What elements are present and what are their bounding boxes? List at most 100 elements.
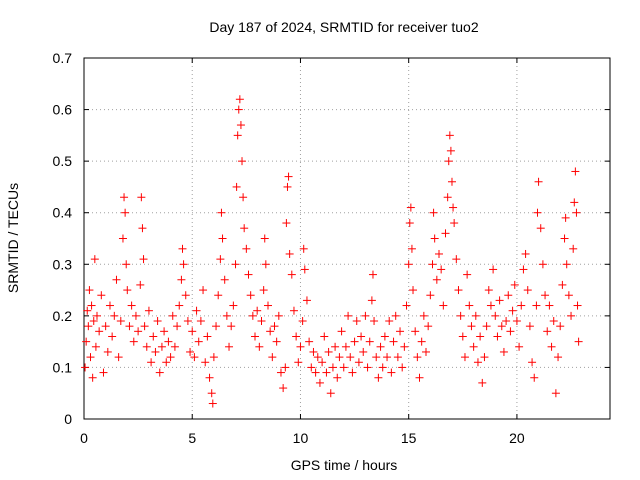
data-point [194,337,203,346]
data-point [83,306,92,315]
data-point [558,280,567,289]
data-points [81,95,583,408]
data-point [554,353,563,362]
data-point [574,337,583,346]
data-point [268,353,277,362]
data-point [365,337,374,346]
data-point [385,317,394,326]
data-point [454,286,463,295]
data-point [437,265,446,274]
data-point [216,255,225,264]
data-point [429,208,438,217]
data-point [357,332,366,341]
data-point [160,327,169,336]
data-point [562,260,571,269]
data-point [446,146,455,155]
data-point [476,332,485,341]
data-point [350,337,359,346]
data-point [285,249,294,258]
data-point [465,301,474,310]
data-point [289,306,298,315]
data-point [164,337,173,346]
data-point [261,260,270,269]
data-point [255,342,264,351]
data-point [407,244,416,253]
data-point [307,363,316,372]
data-point [551,389,560,398]
data-point [234,105,243,114]
data-point [315,378,324,387]
data-point [108,332,117,341]
y-tick-label: 0.3 [53,256,73,272]
data-point [134,327,143,336]
data-point [270,322,279,331]
data-point [251,332,260,341]
data-point [292,332,301,341]
data-point [352,317,361,326]
data-point [521,249,530,258]
data-point [523,286,532,295]
data-point [561,213,570,222]
data-point [246,291,255,300]
data-point [294,358,303,367]
data-point [391,311,400,320]
data-point [502,317,511,326]
data-point [337,327,346,336]
data-point [120,193,129,202]
data-point [229,301,238,310]
data-point [85,286,94,295]
data-point [212,322,221,331]
chart-title: Day 187 of 2024, SRMTID for receiver tuo… [209,19,478,35]
data-point [284,172,293,181]
data-point [463,270,472,279]
data-point [127,301,136,310]
data-point [300,265,309,274]
data-point [372,353,381,362]
data-point [471,311,480,320]
data-point [405,219,414,228]
data-point [214,291,223,300]
data-point [328,363,337,372]
y-tick-label: 0.7 [53,50,73,66]
data-point [341,342,350,351]
data-point [533,208,542,217]
data-point [560,234,569,243]
data-point [532,301,541,310]
data-point [515,342,524,351]
data-point [81,363,90,372]
data-point [335,353,344,362]
data-point [179,260,188,269]
grid-layer [84,58,610,419]
data-point [374,373,383,382]
data-point [207,389,216,398]
data-point [248,311,257,320]
data-point [283,182,292,191]
data-point [144,306,153,315]
data-point [222,311,231,320]
data-point [101,322,110,331]
data-point [92,311,101,320]
axis-layer: 0 5 10 15 20 0 0.1 0.2 0.3 0.4 0.5 0.6 0.7 [53,50,610,446]
data-point [504,291,513,300]
data-point [361,311,370,320]
data-point [227,322,236,331]
y-tick-label: 0.5 [53,153,73,169]
data-point [508,306,517,315]
data-point [137,193,146,202]
data-point [331,342,340,351]
data-point [497,322,506,331]
data-point [183,317,192,326]
data-point [447,177,456,186]
data-point [370,317,379,326]
data-point [162,358,171,367]
data-point [413,353,422,362]
data-point [363,363,372,372]
data-point [287,270,296,279]
data-point [166,353,175,362]
data-point [311,368,320,377]
data-point [279,384,288,393]
data-point [396,327,405,336]
data-point [276,368,285,377]
plot-frame [83,57,611,420]
